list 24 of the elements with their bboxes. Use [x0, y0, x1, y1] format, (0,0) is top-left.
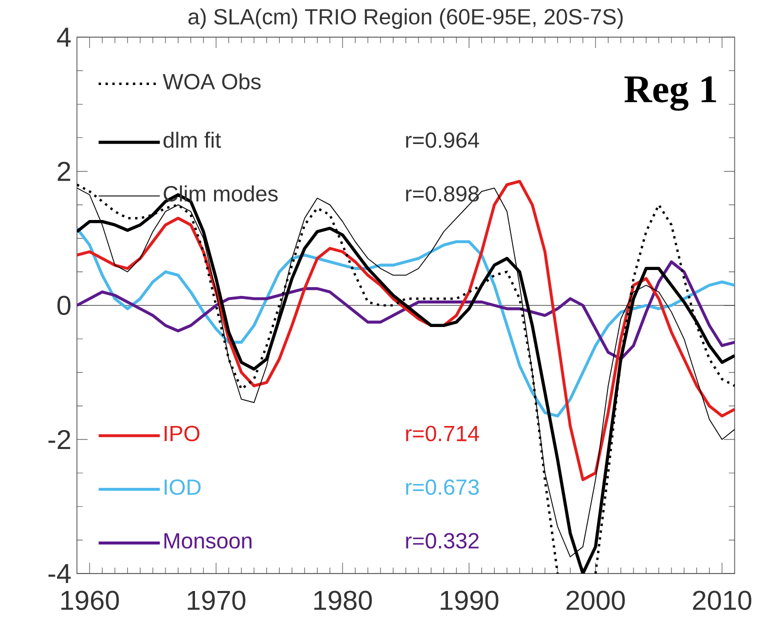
legend-label: IOD [164, 479, 201, 495]
x-tick-label: 1960 [61, 590, 119, 610]
annotation: r=0.964 [406, 132, 480, 148]
legend-label: Clim modes [164, 185, 278, 202]
x-tick-label: 2010 [693, 590, 752, 610]
annotation: r=0.898 [406, 186, 479, 202]
legend-label: Monsoon [164, 533, 252, 549]
annotation: r=0.714 [406, 426, 480, 442]
annotation: r=0.332 [406, 532, 479, 549]
x-tick-label: 1990 [440, 590, 498, 610]
chart-title: a) SLA(cm) TRIO Region (60E-95E, 20S-7S) [188, 8, 623, 29]
y-tick-label: -2 [48, 430, 70, 449]
annotation: Reg 1 [624, 76, 716, 111]
x-tick-label: 1980 [314, 590, 372, 610]
legend-label: WOA Obs [162, 73, 261, 90]
annotation: r=0.673 [406, 479, 479, 495]
x-tick-label: 2000 [566, 590, 625, 610]
x-tick-label: 1970 [188, 590, 246, 610]
y-tick-label: 2 [58, 162, 70, 181]
y-tick-label: 0 [57, 296, 70, 315]
legend-label: IPO [164, 426, 200, 442]
y-tick-label: -4 [48, 564, 71, 583]
y-tick-label: 4 [56, 28, 71, 47]
legend-label: dlm fit [164, 132, 221, 148]
